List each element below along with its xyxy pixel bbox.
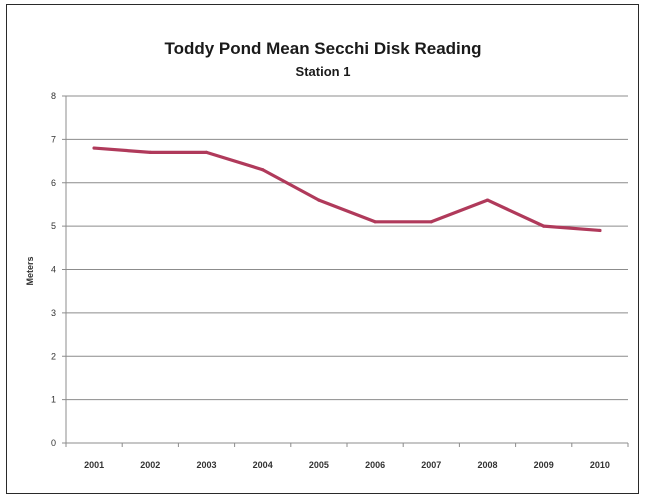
y-tick-label-5: 5 <box>51 221 56 231</box>
y-tick-label-2: 2 <box>51 351 56 361</box>
y-tick-label-6: 6 <box>51 178 56 188</box>
data-point-2008 <box>485 198 490 202</box>
y-axis-label: Meters <box>25 256 35 285</box>
data-point-2005 <box>317 198 321 202</box>
x-tick-label-2009: 2009 <box>534 460 554 470</box>
data-point-2002 <box>148 150 152 154</box>
data-point-2004 <box>261 168 265 172</box>
chart-title: Toddy Pond Mean Secchi Disk Reading <box>164 39 481 58</box>
data-point-2009 <box>542 224 546 228</box>
x-tick-label-2008: 2008 <box>477 460 497 470</box>
data-point-2007 <box>429 220 433 224</box>
x-tick-label-2003: 2003 <box>196 460 216 470</box>
y-tick-label-0: 0 <box>51 438 56 448</box>
y-tick-label-3: 3 <box>51 308 56 318</box>
series-line-0 <box>92 146 602 233</box>
chart-subtitle: Station 1 <box>296 64 351 79</box>
y-tick-label-7: 7 <box>51 134 56 144</box>
y-tick-label-8: 8 <box>51 91 56 101</box>
x-tick-label-2010: 2010 <box>590 460 610 470</box>
x-tick-label-2002: 2002 <box>140 460 160 470</box>
chart-frame <box>6 4 639 494</box>
x-tick-label-2005: 2005 <box>309 460 329 470</box>
data-point-2010 <box>598 228 602 233</box>
y-tick-label-1: 1 <box>51 395 56 405</box>
data-point-2001 <box>92 146 96 150</box>
data-point-2003 <box>204 150 209 154</box>
data-point-2006 <box>373 220 377 224</box>
x-tick-label-2004: 2004 <box>253 460 273 470</box>
x-tick-label-2007: 2007 <box>421 460 441 470</box>
x-tick-label-2001: 2001 <box>84 460 104 470</box>
x-tick-label-2006: 2006 <box>365 460 385 470</box>
y-tick-label-4: 4 <box>51 265 56 275</box>
